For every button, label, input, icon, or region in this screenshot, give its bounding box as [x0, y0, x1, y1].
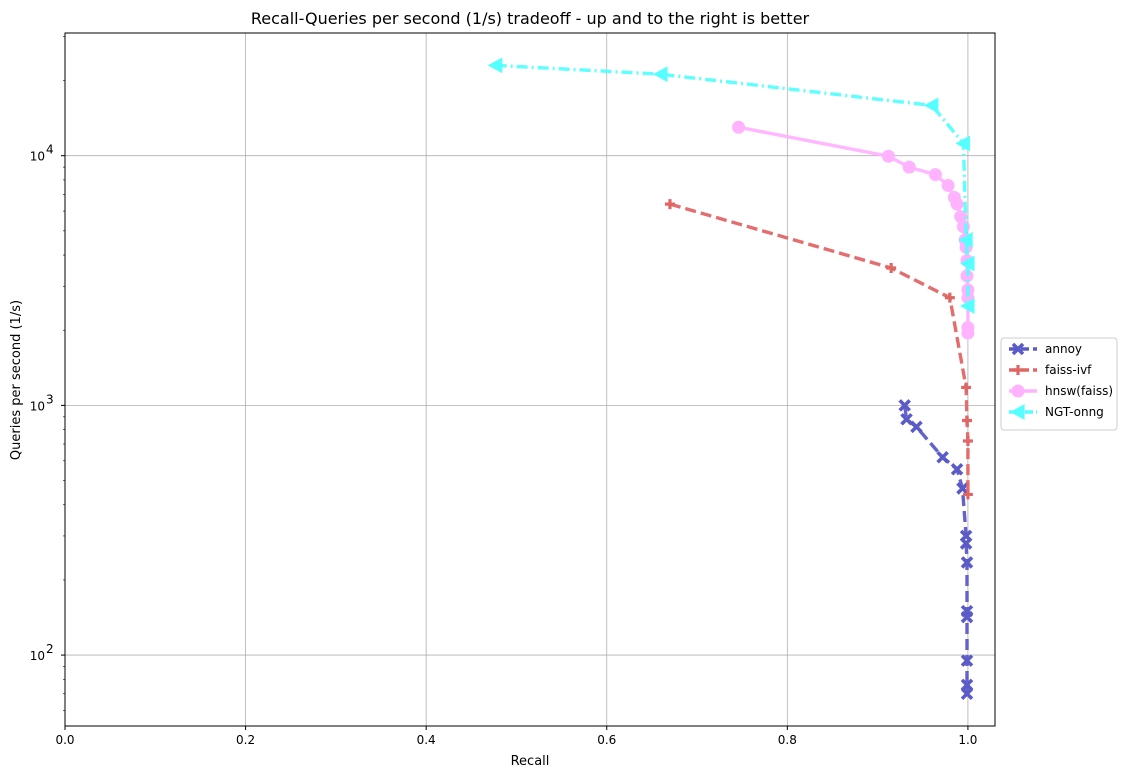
- data-point: [959, 298, 975, 314]
- plot-area: [487, 57, 975, 701]
- y-tick-label: 10: [30, 649, 45, 663]
- legend-swatch-marker: [1009, 404, 1025, 420]
- data-point: [961, 382, 972, 393]
- data-point: [960, 687, 974, 701]
- series-annoy: [898, 399, 974, 701]
- x-tick-label: 0.6: [597, 733, 616, 747]
- data-point: [956, 220, 970, 234]
- data-point: [902, 160, 916, 174]
- data-point: [960, 556, 974, 569]
- legend-swatch-marker: [1011, 384, 1025, 398]
- data-point: [962, 415, 973, 426]
- legend-box: [1000, 337, 1118, 431]
- data-point: [961, 326, 975, 340]
- x-axis-label: Recall: [511, 754, 550, 769]
- y-tick-label: 10: [30, 399, 45, 413]
- data-point: [958, 231, 973, 248]
- axes-frame: [64, 32, 996, 727]
- data-point: [960, 610, 974, 624]
- x-tick-label: 0.2: [236, 733, 255, 747]
- data-point: [959, 537, 973, 550]
- data-point: [955, 135, 971, 152]
- series-ngt-onng: [487, 57, 975, 314]
- y-tick-exponent: 2: [46, 642, 54, 656]
- data-point: [664, 199, 675, 210]
- data-point: [910, 420, 923, 434]
- data-point: [928, 168, 942, 182]
- data-point: [652, 66, 668, 83]
- x-tick-label: 1.0: [958, 733, 977, 747]
- data-point: [898, 399, 911, 412]
- data-point: [944, 292, 955, 303]
- data-point: [962, 489, 973, 500]
- y-tick-exponent: 4: [46, 143, 54, 157]
- data-point: [962, 436, 973, 447]
- y-tick-exponent: 3: [46, 392, 54, 406]
- legend-label: annoy: [1045, 342, 1082, 356]
- data-point: [487, 57, 503, 74]
- data-point: [900, 412, 913, 426]
- data-point: [959, 255, 975, 272]
- data-point: [950, 197, 964, 211]
- data-point: [923, 97, 939, 114]
- data-point: [886, 262, 897, 273]
- data-point: [960, 654, 974, 667]
- data-point: [956, 482, 969, 495]
- chart-title: Recall-Queries per second (1/s) tradeoff…: [251, 9, 810, 28]
- y-axis-label: Queries per second (1/s): [9, 300, 24, 460]
- data-point: [941, 178, 955, 192]
- legend-swatch-marker: [1013, 365, 1023, 375]
- legend-label: faiss-ivf: [1045, 363, 1092, 377]
- x-tick-label: 0.0: [55, 733, 74, 747]
- legend: annoy faiss-ivf hnsw(faiss) NGT-onng: [1000, 337, 1118, 431]
- data-point: [881, 149, 895, 163]
- x-tick-label: 0.8: [778, 733, 797, 747]
- legend-label: hnsw(faiss): [1045, 384, 1113, 398]
- data-point: [950, 462, 964, 476]
- legend-swatch-marker: [1011, 342, 1025, 356]
- y-tick-label: 10: [30, 150, 45, 164]
- legend-label: NGT-onng: [1045, 405, 1104, 419]
- data-point: [936, 450, 949, 464]
- data-point: [732, 120, 746, 134]
- series-faiss-ivf: [664, 199, 973, 500]
- x-axis: 0.0 0.2 0.4 0.6 0.8 1.0: [55, 726, 977, 747]
- x-tick-label: 0.4: [417, 733, 436, 747]
